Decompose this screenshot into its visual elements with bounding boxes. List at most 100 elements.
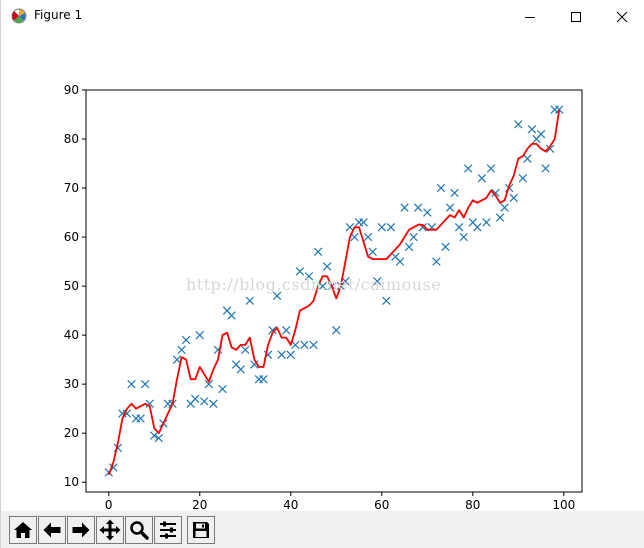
y-tick-label: 80 [64, 132, 79, 146]
scatter-point [195, 330, 204, 340]
scatter-point [268, 325, 277, 335]
forward-button[interactable] [67, 516, 95, 544]
scatter-point [181, 335, 191, 345]
scatter-point [286, 350, 295, 359]
scatter-chart[interactable]: 0 20 40 60 80 100 10 20 30 40 50 60 70 80 90 [1, 33, 644, 512]
scatter-point [332, 325, 341, 335]
save-button[interactable] [187, 516, 215, 544]
scatter-point [363, 232, 373, 242]
scatter-point [227, 311, 236, 320]
scatter-point [359, 218, 368, 227]
scatter-point [291, 340, 300, 350]
arrow-right-icon [72, 522, 90, 538]
y-tick-label: 10 [64, 475, 79, 489]
scatter-point [404, 242, 414, 252]
matplotlib-app-icon [11, 8, 27, 24]
scatter-point [536, 129, 546, 139]
zoom-button[interactable] [125, 516, 153, 544]
scatter-point [313, 247, 323, 257]
scatter-point [241, 345, 250, 355]
back-button[interactable] [38, 516, 66, 544]
y-tick-label: 20 [64, 426, 79, 440]
scatter-point [204, 379, 214, 389]
scatter-point [477, 174, 487, 183]
axis-ticks: 0 20 40 60 80 100 10 20 30 40 50 60 70 80 90 [64, 83, 576, 512]
scatter-point [409, 232, 418, 242]
scatter-point [432, 257, 441, 266]
scatter-point [368, 247, 377, 257]
y-tick-label: 30 [64, 377, 79, 391]
scatter-point [491, 188, 500, 198]
scatter-point [441, 242, 450, 252]
x-tick-label: 0 [105, 498, 113, 511]
scatter-point [518, 174, 528, 183]
sliders-icon [160, 521, 176, 539]
scatter-point [373, 276, 382, 286]
line-series [107, 109, 561, 476]
minimize-button[interactable] [507, 0, 553, 33]
figure-canvas[interactable]: 0 20 40 60 80 100 10 20 30 40 50 60 70 80 90 [1, 33, 644, 512]
scatter-point [127, 379, 136, 389]
pan-button[interactable] [96, 516, 124, 544]
scatter-point [382, 296, 391, 306]
scatter-point [445, 203, 455, 212]
scatter-point [541, 164, 550, 173]
home-button[interactable] [9, 516, 37, 544]
scatter-point [450, 188, 459, 198]
scatter-point [277, 350, 286, 359]
x-tick-label: 20 [192, 498, 207, 511]
scatter-point [150, 431, 159, 440]
y-tick-label: 60 [64, 230, 79, 244]
y-tick-label: 40 [64, 328, 79, 342]
maximize-button[interactable] [553, 0, 599, 33]
close-button[interactable] [599, 0, 644, 33]
x-tick-label: 40 [283, 498, 298, 511]
scatter-point [259, 375, 268, 384]
scatter-point [514, 120, 523, 129]
scatter-point [177, 345, 186, 355]
x-tick-label: 100 [552, 498, 575, 511]
scatter-point [272, 291, 282, 301]
y-tick-label: 50 [64, 279, 79, 293]
magnifier-icon [130, 521, 149, 540]
scatter-point [509, 193, 518, 203]
scatter-point [300, 340, 309, 350]
scatter-point [495, 213, 505, 222]
scatter-point [136, 414, 145, 423]
scatter-point [309, 340, 318, 350]
scatter-point [200, 397, 209, 406]
navigation-toolbar [1, 511, 644, 548]
scatter-point [500, 203, 509, 212]
scatter-point [377, 223, 387, 232]
scatter-point [423, 208, 432, 217]
scatter-point [209, 399, 218, 408]
scatter-point [154, 433, 164, 443]
scatter-point [218, 384, 227, 394]
x-tick-label: 80 [465, 498, 480, 511]
scatter-point [281, 325, 291, 335]
scatter-point [454, 223, 464, 232]
x-tick-label: 60 [374, 498, 389, 511]
scatter-point [464, 164, 473, 173]
scatter-point [190, 394, 200, 404]
home-icon [14, 522, 32, 538]
scatter-point [527, 124, 537, 134]
scatter-point [386, 223, 396, 232]
minimize-icon [525, 16, 535, 18]
scatter-point [245, 296, 255, 306]
arrow-left-icon [43, 522, 61, 538]
scatter-point [172, 355, 182, 364]
y-tick-label: 70 [64, 181, 79, 195]
scatter-point [322, 262, 332, 271]
scatter-point [436, 183, 446, 193]
scatter-point [236, 365, 245, 374]
smoothed-line [107, 109, 561, 476]
move-icon [99, 519, 121, 541]
title-bar[interactable]: Figure 1 [1, 0, 644, 33]
scatter-point [473, 223, 482, 232]
scatter-point [140, 379, 150, 389]
close-icon [616, 11, 628, 22]
subplots-button[interactable] [154, 516, 182, 544]
scatter-point [523, 154, 532, 163]
scatter-point [545, 144, 555, 154]
